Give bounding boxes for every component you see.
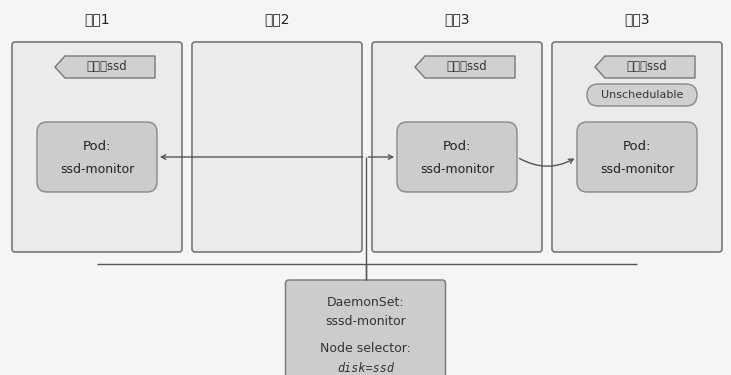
Text: Pod:: Pod: xyxy=(443,140,471,153)
FancyBboxPatch shape xyxy=(397,122,517,192)
Text: Pod:: Pod: xyxy=(83,140,111,153)
Text: disk=ssd: disk=ssd xyxy=(337,362,394,375)
Text: 节点2: 节点2 xyxy=(264,12,289,26)
Text: 节点1: 节点1 xyxy=(84,12,110,26)
Text: sssd-monitor: sssd-monitor xyxy=(325,315,406,328)
Text: 磁盘：ssd: 磁盘：ssd xyxy=(447,60,488,74)
FancyBboxPatch shape xyxy=(372,42,542,252)
Text: 节点3: 节点3 xyxy=(444,12,470,26)
FancyBboxPatch shape xyxy=(37,122,157,192)
Text: ssd-monitor: ssd-monitor xyxy=(600,163,674,176)
FancyBboxPatch shape xyxy=(192,42,362,252)
Text: 节点3: 节点3 xyxy=(624,12,650,26)
Polygon shape xyxy=(415,56,515,78)
Text: 磁盘：ssd: 磁盘：ssd xyxy=(626,60,667,74)
Text: 磁盘：ssd: 磁盘：ssd xyxy=(86,60,127,74)
Text: Pod:: Pod: xyxy=(623,140,651,153)
FancyBboxPatch shape xyxy=(286,280,445,375)
FancyBboxPatch shape xyxy=(577,122,697,192)
Text: DaemonSet:: DaemonSet: xyxy=(327,296,404,309)
FancyBboxPatch shape xyxy=(12,42,182,252)
FancyBboxPatch shape xyxy=(552,42,722,252)
Text: ssd-monitor: ssd-monitor xyxy=(420,163,494,176)
Text: Node selector:: Node selector: xyxy=(320,342,411,355)
Polygon shape xyxy=(55,56,155,78)
Text: ssd-monitor: ssd-monitor xyxy=(60,163,134,176)
Polygon shape xyxy=(595,56,695,78)
FancyBboxPatch shape xyxy=(587,84,697,106)
Text: Unschedulable: Unschedulable xyxy=(601,90,683,100)
